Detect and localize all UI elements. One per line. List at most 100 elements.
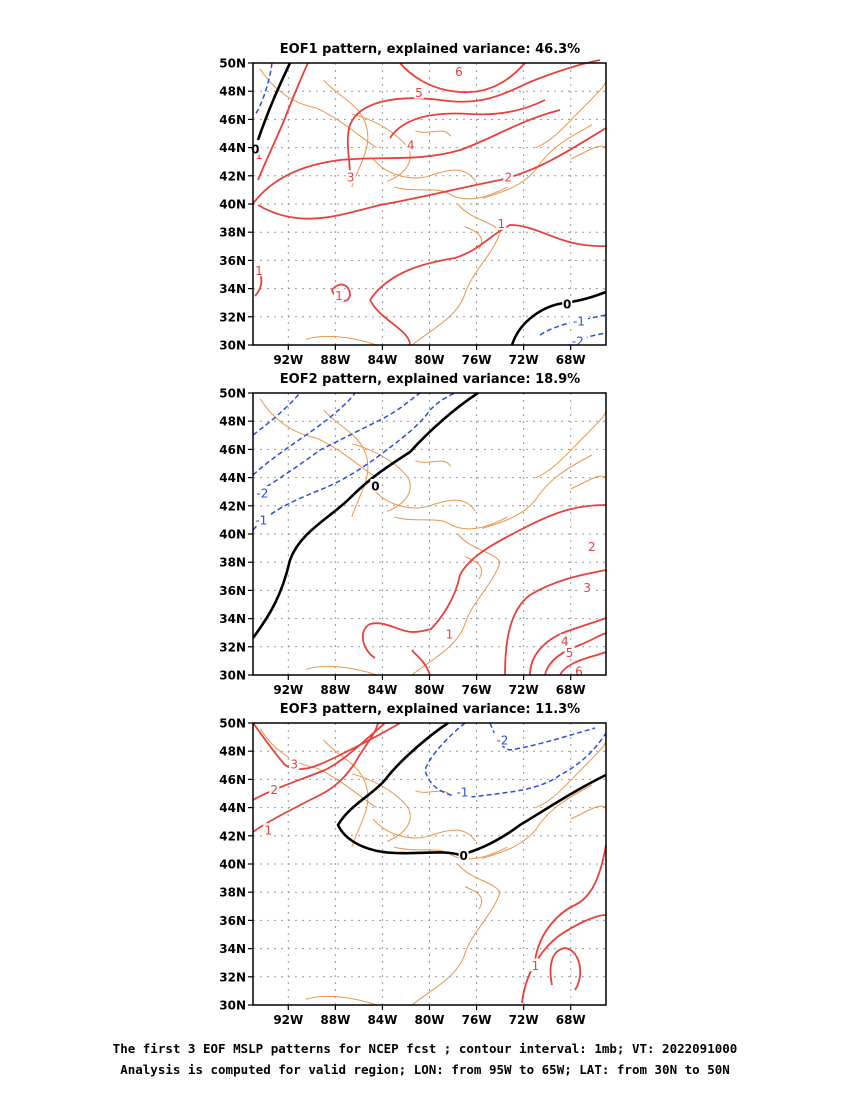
lat-tick-label: 32N	[219, 970, 246, 984]
coastline-segment	[570, 805, 607, 820]
contour-label-background	[564, 645, 575, 659]
lon-tick-label: 92W	[273, 1013, 303, 1027]
lon-tick-label: 68W	[556, 683, 586, 697]
lon-tick-label: 92W	[273, 353, 303, 367]
eof1-coastline	[259, 68, 607, 346]
zero-contour	[336, 721, 607, 857]
lat-tick-label: 48N	[219, 415, 246, 429]
coastline-segment	[415, 460, 452, 467]
coastline-segment	[535, 79, 607, 149]
positive-contour	[399, 62, 526, 93]
positive-contour	[369, 299, 411, 346]
contour-label-background	[568, 333, 587, 347]
negative-contour	[424, 722, 607, 798]
coastline-segment	[482, 124, 593, 199]
contour-label-background	[413, 85, 424, 99]
lon-tick-label: 88W	[320, 1013, 350, 1027]
eof3-coastline	[259, 728, 607, 1006]
lat-tick-label: 46N	[219, 773, 246, 787]
lat-tick-label: 44N	[219, 471, 246, 485]
contour-label: 0	[371, 480, 379, 494]
coastline-segment	[411, 863, 501, 1006]
negative-contour	[252, 392, 456, 531]
contour-label: 4	[561, 635, 569, 649]
lon-tick-label: 76W	[462, 683, 492, 697]
contour-label: -2	[256, 487, 268, 501]
contour-label: 0	[251, 143, 259, 157]
coastline-segment	[535, 739, 607, 809]
eof2-contours	[251, 391, 607, 676]
eof1-contours	[251, 59, 607, 346]
contour-label-background	[345, 170, 356, 184]
lat-tick-label: 32N	[219, 310, 246, 324]
contour-label-background	[562, 297, 573, 311]
contour-label: -2	[496, 733, 508, 747]
coastline-segment	[535, 409, 607, 479]
positive-contour	[559, 651, 607, 676]
lat-tick-label: 34N	[219, 282, 246, 296]
lat-tick-label: 46N	[219, 443, 246, 457]
coastline-segment	[372, 158, 476, 182]
lon-tick-label: 68W	[556, 1013, 586, 1027]
contour-label-background	[496, 216, 507, 230]
lon-tick-label: 88W	[320, 353, 350, 367]
lat-tick-label: 34N	[219, 942, 246, 956]
coastline-segment	[394, 186, 508, 200]
positive-contour	[389, 99, 546, 139]
coastline-segment	[372, 488, 476, 512]
coastline-segment	[482, 784, 593, 859]
coastline-segment	[305, 995, 377, 1006]
lat-tick-label: 50N	[219, 57, 246, 71]
lat-tick-label: 50N	[219, 387, 246, 401]
zero-contour	[256, 62, 292, 141]
eof2-lat-axis: 50N 48N 46N 44N 42N 40N 38N 36N 34N 32N 30N	[219, 387, 253, 683]
lat-tick-label: 40N	[219, 858, 246, 872]
lat-tick-label: 48N	[219, 745, 246, 759]
positive-contour	[369, 224, 607, 301]
eof2-contour-labels: 0 -2 -1 2 3 1 456	[252, 479, 597, 678]
coastline-segment	[570, 145, 607, 160]
contour-label: 2	[270, 783, 278, 797]
contour-label-background	[569, 314, 588, 328]
contour-label-background	[269, 782, 280, 796]
lat-tick-label: 30N	[219, 339, 246, 353]
contour-label-background	[493, 732, 512, 746]
contour-label: 3	[347, 171, 355, 185]
lon-tick-label: 76W	[462, 353, 492, 367]
coastline-segment	[411, 533, 501, 676]
contour-label-background	[453, 64, 464, 78]
eof1-panel: EOF1 pattern, explained variance: 46.3% …	[219, 42, 607, 367]
contour-label: 1	[255, 148, 263, 162]
contour-label: 3	[290, 757, 298, 771]
contour-label: 1	[532, 959, 540, 973]
eof3-panel: EOF3 pattern, explained variance: 11.3% …	[219, 702, 607, 1027]
coastline-segment	[259, 68, 377, 149]
coastline-segment	[411, 203, 501, 346]
positive-contour	[544, 632, 607, 676]
positive-contour	[251, 109, 561, 206]
positive-contour	[361, 622, 431, 659]
positive-contour	[534, 844, 607, 961]
coastline-segment	[372, 818, 476, 842]
eof1-lon-axis: 92W 88W 84W 80W 76W 72W 68W	[273, 345, 586, 367]
positive-contour	[257, 62, 309, 181]
lon-tick-label: 84W	[367, 683, 397, 697]
eof3-contour-labels: 32 1 -1 -2 0 1	[263, 732, 541, 973]
contour-label-background	[405, 137, 416, 151]
lon-tick-label: 80W	[415, 683, 445, 697]
contour-label: 0	[459, 849, 467, 863]
coastline-segment	[259, 728, 377, 809]
coastline-segment	[464, 556, 483, 580]
eof2-lon-axis: 92W 88W 84W 80W 76W 72W 68W	[273, 675, 586, 697]
eof1-lat-axis: 50N 48N 46N 44N 42N 40N 38N 36N 34N 32N 30N	[219, 57, 253, 353]
positive-contour	[504, 569, 607, 676]
contour-label: -2	[572, 334, 584, 348]
contour-label: 6	[455, 65, 463, 79]
eof2-panel: EOF2 pattern, explained variance: 18.9% …	[219, 372, 607, 697]
lon-tick-label: 68W	[556, 353, 586, 367]
coastline-segment	[323, 739, 369, 848]
lat-tick-label: 30N	[219, 999, 246, 1013]
eof3-title: EOF3 pattern, explained variance: 11.3%	[280, 702, 580, 717]
coastline-segment	[323, 79, 369, 188]
